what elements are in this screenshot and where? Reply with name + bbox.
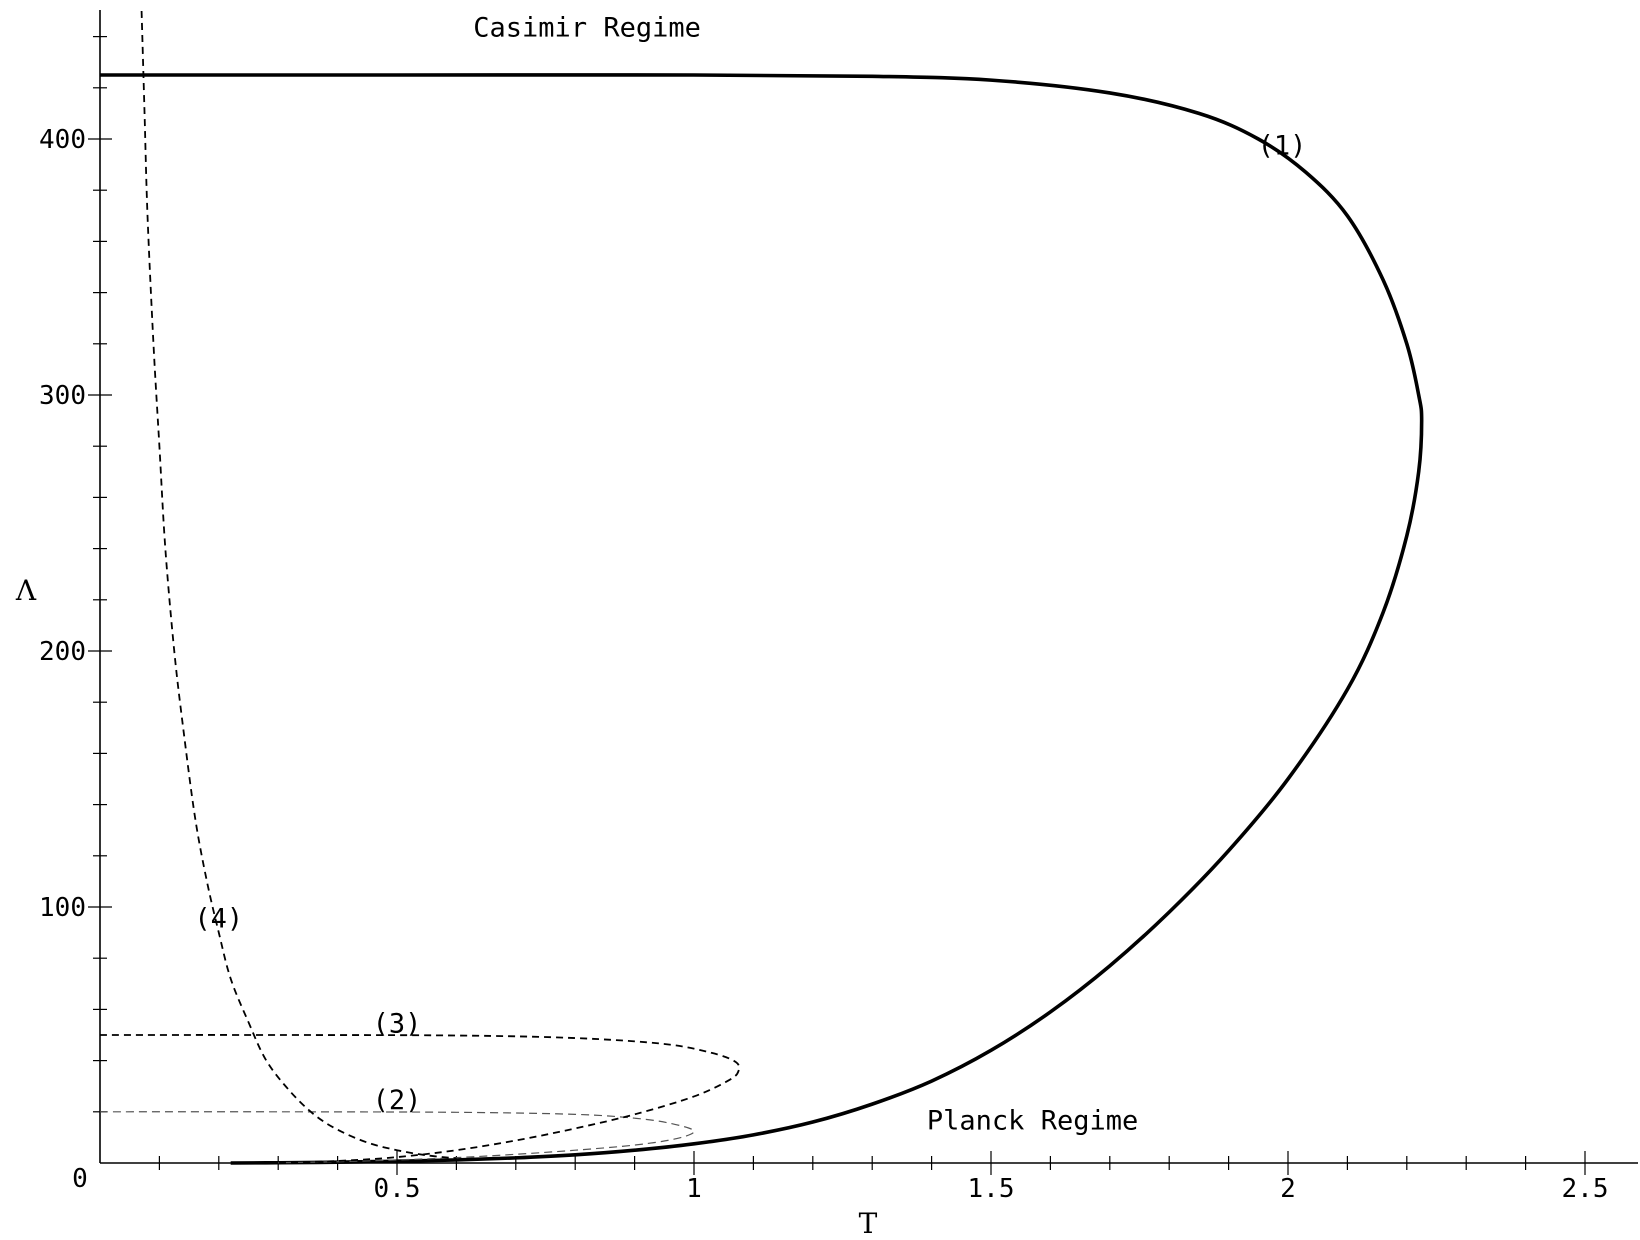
y-tick-label: 100	[39, 893, 86, 923]
x-tick-label: 1.5	[968, 1174, 1015, 1204]
x-tick-label: 2.5	[1562, 1174, 1609, 1204]
x-tick-label: 1	[686, 1174, 702, 1204]
x-tick-label: 0.5	[374, 1174, 421, 1204]
x-tick-label: 2	[1280, 1174, 1296, 1204]
annotation-label: (2)	[373, 1085, 422, 1116]
y-tick-label: 200	[39, 637, 86, 667]
label-layer: T Λ 0 Casimir Regime Planck Regime (1) (2) (…	[15, 13, 1307, 1240]
x-axis-title: T	[859, 1207, 878, 1240]
annotation-label: (1)	[1258, 130, 1307, 161]
y-tick-label: 400	[39, 125, 86, 155]
annotation-label: Casimir Regime	[473, 13, 701, 44]
origin-label: 0	[72, 1164, 88, 1194]
series-line-3	[99, 1034, 741, 1164]
series-line-1	[99, 73, 1424, 1165]
series-line-2	[99, 1111, 695, 1164]
series-line-4	[140, 10, 457, 1160]
series-layer	[99, 10, 1424, 1165]
annotation-label: (3)	[373, 1008, 422, 1039]
y-axis-title: Λ	[15, 574, 37, 607]
y-tick-label: 300	[39, 381, 86, 411]
annotation-label: (4)	[194, 903, 243, 934]
axes: 0.5 1 1.5 2 2.5 100 200 300 400	[39, 10, 1638, 1204]
annotation-label: Planck Regime	[927, 1106, 1138, 1137]
